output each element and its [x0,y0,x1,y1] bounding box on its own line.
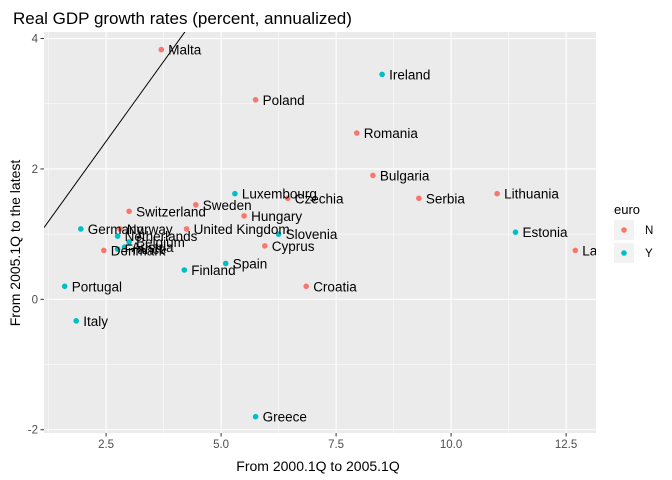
data-point [183,226,190,232]
data-point [73,318,79,324]
legend-key-marker [621,227,627,233]
point-label: Switzerland [136,204,206,219]
point-label: Hungary [251,209,302,224]
point-label: Ireland [389,67,430,82]
legend-key-marker [621,250,627,256]
x-tick-label: 7.5 [328,439,344,451]
point-label: Portugal [72,279,122,294]
legend: euro NY [614,202,653,263]
point-label: Finland [191,263,235,278]
point-label: Luxembourg [242,187,317,202]
data-point [114,246,121,252]
point-label: Poland [263,93,305,108]
axes: 2.5 5.0 7.5 10.0 12.5 -2 0 2 4 [28,34,578,451]
data-point [379,71,385,78]
reference-line [44,32,186,228]
point-label: Croatia [313,279,357,294]
data-point [494,190,500,197]
x-tick-label: 5.0 [213,439,229,451]
data-point [303,283,310,290]
point-label: Slovenia [286,227,338,242]
point-label: Sweden [203,198,252,213]
data-point [117,226,123,232]
data-point [222,260,229,267]
point-label: France [125,242,167,257]
x-tick-label: 10.0 [440,439,462,451]
data-point [114,233,121,239]
point-label: Spain [233,256,268,271]
data-point [181,267,188,273]
point-label: Lithuania [504,187,559,202]
data-point [126,239,132,245]
data-point [262,243,268,249]
data-point [354,130,360,136]
y-tick-label: -2 [28,425,38,437]
legend-label: Y [645,248,653,260]
point-label: Malta [168,43,202,58]
point-label: Germany [88,222,144,237]
data-point [416,195,422,202]
data-point [512,229,519,235]
panel-background [44,32,596,433]
point-label: Czechia [295,191,344,206]
point-label: United Kingdom [194,222,290,237]
y-tick-label: 4 [32,34,39,46]
data-point [275,231,282,237]
x-tick-label: 12.5 [555,439,577,451]
point-label: Italy [83,314,108,329]
chart-title: Real GDP growth rates (percent, annualiz… [13,9,352,28]
data-point [126,208,132,215]
data-points [61,46,579,420]
data-point [252,413,259,420]
point-label: Lat [582,243,601,258]
data-point [241,213,247,219]
legend-label: N [645,225,653,237]
data-point [101,247,107,254]
data-labels: Malta Ireland Poland Romania Bulgaria Lithuan… [72,43,601,425]
data-point [78,226,84,232]
point-label: Estonia [523,225,569,240]
x-axis-title: From 2000.1Q to 2005.1Q [236,458,400,474]
point-label: Serbia [426,191,466,206]
point-label: Bulgaria [380,168,430,183]
point-label: Norway [127,222,173,237]
plot-panel: Malta Ireland Poland Romania Bulgaria Lithuan… [44,32,601,433]
data-point [193,201,199,208]
y-axis-title: From 2005.1Q to the latest [7,160,23,327]
point-label: Greece [263,410,307,425]
data-point [285,195,291,202]
point-label: Netherlands [125,229,198,244]
legend-title: euro [614,202,640,217]
data-point [572,247,579,254]
data-point [370,172,376,179]
data-point [121,244,128,250]
data-point [252,97,259,103]
point-label: Austria [132,240,175,255]
point-label: Denmark [111,243,166,258]
point-label: Belgium [136,235,185,250]
x-tick-label: 2.5 [98,439,114,451]
point-label: Romania [364,126,419,141]
y-tick-label: 2 [32,164,38,176]
point-label: Cyprus [272,239,315,254]
data-point [158,46,165,53]
y-tick-label: 0 [32,294,38,306]
data-point [61,283,68,290]
data-point [232,190,238,197]
